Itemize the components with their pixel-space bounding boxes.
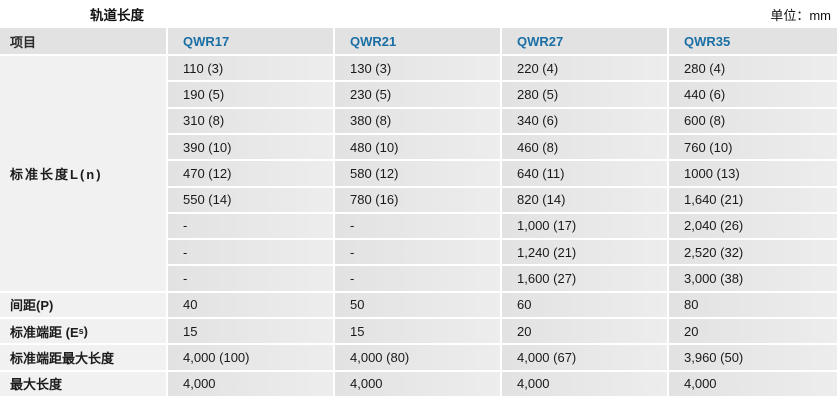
unit-label: 单位：mm [770, 7, 831, 23]
value-cell: 15 [168, 319, 333, 344]
value-cell: 20 [669, 319, 837, 344]
table-caption-bar: 轨道长度 单位：mm [0, 0, 837, 28]
column-header-qwr27: QWR27 [502, 28, 667, 54]
value-cell: 580 (12) [335, 161, 500, 186]
value-cell: 80 [669, 292, 837, 318]
value-cell: 230 (5) [335, 82, 500, 107]
value-cell: 1000 (13) [669, 161, 837, 186]
row-label-max-length-standard-end: 标准端距最大长度 [0, 345, 166, 370]
value-cell: 4,000 [502, 371, 667, 396]
label-text: ) [83, 323, 88, 339]
value-cell: 50 [335, 292, 500, 318]
value-cell: 280 (5) [502, 82, 667, 107]
value-cell: 15 [335, 319, 500, 344]
value-cell: 4,000 [335, 371, 500, 396]
label-text: 标准端距 (E [10, 324, 79, 340]
value-cell: 380 (8) [335, 108, 500, 133]
value-cell: 4,000 (67) [502, 345, 667, 370]
value-cell: 3,960 (50) [669, 345, 837, 370]
value-cell: 40 [168, 292, 333, 318]
value-cell: 110 (3) [168, 56, 333, 81]
value-cell: 780 (16) [335, 187, 500, 212]
value-cell: 760 (10) [669, 134, 837, 160]
value-cell: 460 (8) [502, 134, 667, 160]
row-label-standard-end-distance: 标准端距 (E s) [0, 319, 166, 344]
value-cell: 20 [502, 319, 667, 344]
value-cell: 4,000 [669, 371, 837, 396]
value-cell: 4,000 (100) [168, 345, 333, 370]
column-header-item: 项目 [0, 28, 166, 54]
value-cell: - [335, 266, 500, 291]
value-cell: 640 (11) [502, 161, 667, 186]
value-cell: 4,000 [168, 371, 333, 396]
value-cell: 340 (6) [502, 108, 667, 133]
value-cell: 550 (14) [168, 187, 333, 212]
row-label-pitch: 间距(P) [0, 292, 166, 318]
column-header-qwr17: QWR17 [168, 28, 333, 54]
value-cell: 2,520 (32) [669, 240, 837, 265]
value-cell: 600 (8) [669, 108, 837, 133]
value-cell: - [168, 266, 333, 291]
value-cell: 310 (8) [168, 108, 333, 133]
value-cell: 3,000 (38) [669, 266, 837, 291]
value-cell: 390 (10) [168, 134, 333, 160]
value-cell: - [168, 213, 333, 239]
spec-table: 项目 QWR17 QWR21 QWR27 QWR35 标准长度L(n) 110 … [0, 28, 837, 396]
value-cell: 470 (12) [168, 161, 333, 186]
value-cell: 1,000 (17) [502, 213, 667, 239]
value-cell: 1,640 (21) [669, 187, 837, 212]
value-cell: - [335, 240, 500, 265]
value-cell: 2,040 (26) [669, 213, 837, 239]
column-header-qwr35: QWR35 [669, 28, 837, 54]
value-cell: 130 (3) [335, 56, 500, 81]
value-cell: 440 (6) [669, 82, 837, 107]
value-cell: 820 (14) [502, 187, 667, 212]
value-cell: 1,600 (27) [502, 266, 667, 291]
value-cell: 280 (4) [669, 56, 837, 81]
value-cell: 480 (10) [335, 134, 500, 160]
value-cell: 190 (5) [168, 82, 333, 107]
value-cell: - [335, 213, 500, 239]
value-cell: 1,240 (21) [502, 240, 667, 265]
value-cell: 220 (4) [502, 56, 667, 81]
column-header-qwr21: QWR21 [335, 28, 500, 54]
row-label-max-length: 最大长度 [0, 371, 166, 396]
value-cell: 60 [502, 292, 667, 318]
table-title: 轨道长度 [90, 8, 144, 23]
value-cell: 4,000 (80) [335, 345, 500, 370]
value-cell: - [168, 240, 333, 265]
row-label-standard-length: 标准长度L(n) [0, 56, 166, 291]
